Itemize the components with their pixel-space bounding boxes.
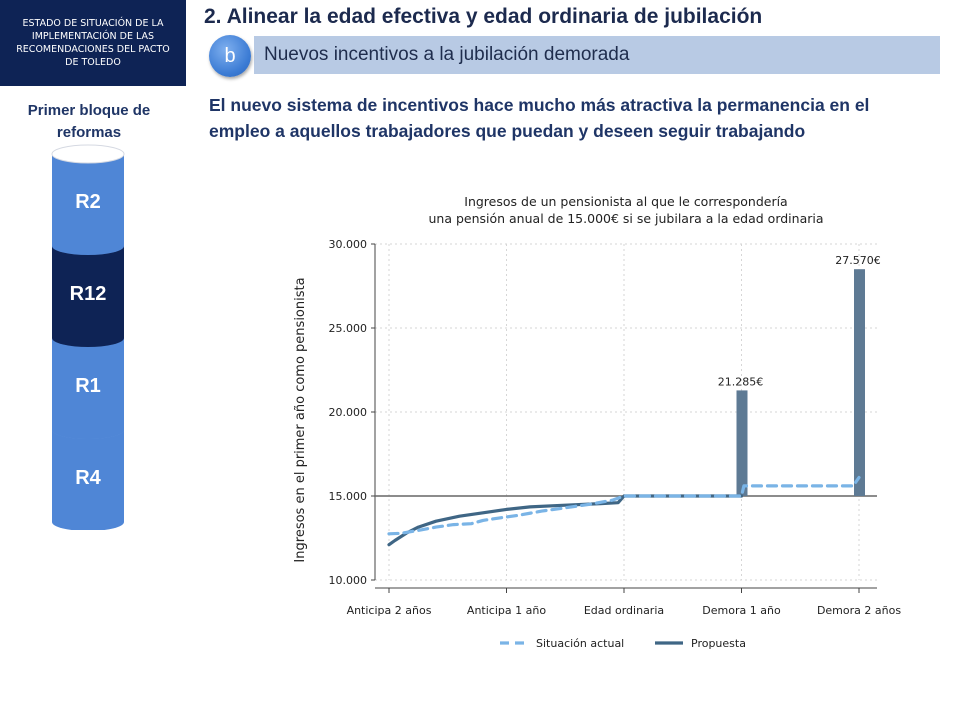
reform-block-r2: R2: [51, 144, 125, 255]
y-tick-label: 20.000: [329, 406, 368, 419]
x-tick-label: Demora 2 años: [817, 604, 901, 617]
reform-block-label: R4: [75, 467, 101, 489]
reform-block-label: R1: [75, 375, 101, 397]
value-bar: [736, 390, 748, 496]
headline: El nuevo sistema de incentivos hace much…: [209, 95, 870, 141]
section-letter-badge: b: [209, 35, 251, 77]
y-axis-label: Ingresos en el primer año como pensionis…: [293, 277, 308, 562]
reform-block-body: [52, 246, 124, 338]
reform-block-label: R12: [70, 283, 107, 305]
status-box: ESTADO DE SITUACIÓN DE LA IMPLEMENTACIÓN…: [0, 0, 186, 86]
pension-income-chart: Ingresos de un pensionista al que le cor…: [293, 194, 901, 650]
sidebar-title: Primer bloque de reformas: [27, 102, 151, 141]
reform-block-body: [52, 338, 124, 430]
x-tick-label: Anticipa 2 años: [347, 604, 432, 617]
y-tick-label: 10.000: [329, 574, 368, 587]
chart-title-line: Ingresos de un pensionista al que le cor…: [464, 194, 787, 209]
legend-label: Propuesta: [691, 637, 746, 650]
bar-value-label: 21.285€: [718, 375, 764, 388]
y-tick-label: 30.000: [329, 238, 368, 251]
bar-value-label: 27.570€: [835, 254, 881, 267]
x-tick-label: Demora 1 año: [702, 604, 781, 617]
reform-block-body: [52, 430, 124, 522]
reform-block-top: [51, 144, 125, 164]
y-tick-label: 15.000: [329, 490, 368, 503]
page-title: 2. Alinear la edad efectiva y edad ordin…: [204, 5, 763, 28]
x-tick-label: Anticipa 1 año: [467, 604, 546, 617]
y-tick-label: 25.000: [329, 322, 368, 335]
x-tick-label: Edad ordinaria: [584, 604, 664, 617]
section-band: [254, 36, 940, 74]
chart-title-line: una pensión anual de 15.000€ si se jubil…: [428, 211, 823, 226]
reform-block-label: R2: [75, 191, 101, 213]
reform-block-body: [52, 154, 124, 246]
status-box-text: ESTADO DE SITUACIÓN DE LA IMPLEMENTACIÓN…: [16, 18, 170, 68]
section-title: Nuevos incentivos a la jubilación demora…: [264, 44, 630, 65]
legend-label: Situación actual: [536, 637, 624, 650]
series-line-propuesta: [387, 494, 744, 547]
series-line-situacion-actual: [387, 475, 861, 536]
value-bar: [854, 269, 865, 496]
reform-block-stack: R4 R1 R12 R2: [51, 144, 125, 530]
